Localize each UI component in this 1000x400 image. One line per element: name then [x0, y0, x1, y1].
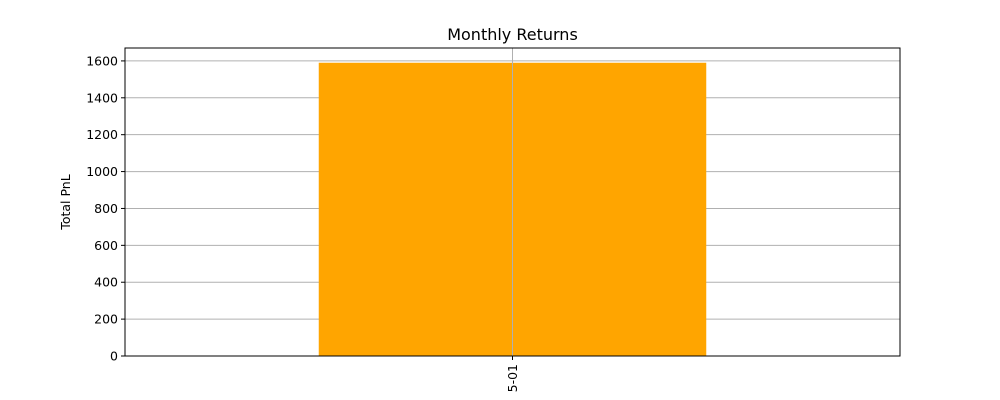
y-axis-ticks: 0 200 400 600 800 1000 1200 1400 1600 — [86, 53, 125, 364]
y-axis-label: Total PnL — [58, 174, 73, 230]
y-tick-label: 1000 — [86, 164, 118, 179]
y-tick-label: 1400 — [86, 90, 118, 105]
y-tick-label: 400 — [94, 275, 118, 290]
plot-frame — [124, 47, 901, 357]
y-tick-label: 1200 — [86, 127, 118, 142]
x-tick-label: 5-01 — [505, 364, 520, 392]
y-tick-label: 800 — [94, 201, 118, 216]
y-tick-label: 0 — [110, 349, 118, 364]
y-tick-label: 1600 — [86, 53, 118, 68]
x-axis-ticks: 5-01 — [505, 356, 520, 392]
y-tick-label: 200 — [94, 312, 118, 327]
y-tick-label: 600 — [94, 238, 118, 253]
chart-title: Monthly Returns — [447, 25, 578, 44]
